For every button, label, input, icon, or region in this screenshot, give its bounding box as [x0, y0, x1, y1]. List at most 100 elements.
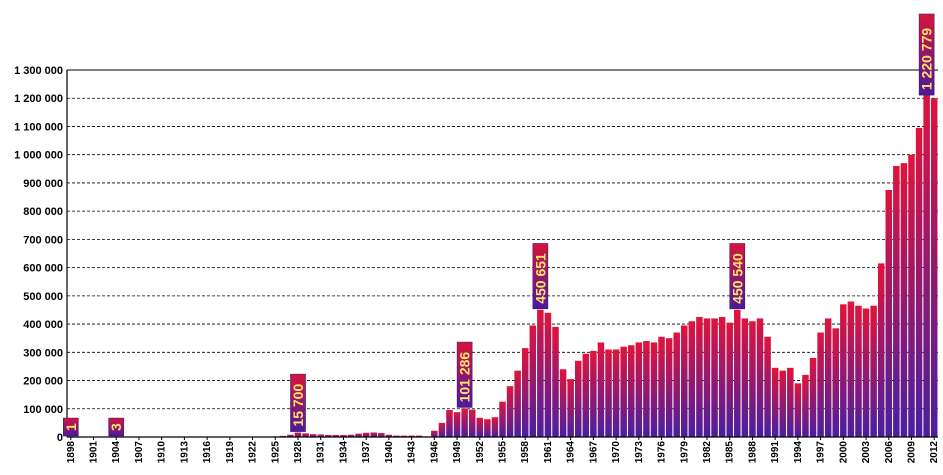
bar-1986 [734, 309, 741, 437]
bar-1941 [393, 435, 400, 437]
bar-1953 [484, 419, 491, 437]
x-tick-label: 1949 [452, 441, 463, 464]
bar-1972 [627, 345, 635, 437]
y-tick-label: 300 000 [23, 347, 63, 359]
y-tick-label: 0 [57, 432, 63, 444]
bar-1939 [378, 433, 385, 437]
x-tick-label: 1988 [747, 441, 758, 464]
callout-label: 15 700 [290, 384, 306, 427]
callout-box [108, 417, 125, 437]
bar-1984 [718, 317, 726, 437]
bar-1962 [552, 326, 559, 437]
bar-1977 [665, 338, 673, 437]
bar-1958 [521, 348, 529, 437]
bar-1985 [726, 322, 733, 437]
bar-1938 [370, 432, 378, 437]
callout-1898: 1 [62, 417, 79, 437]
x-axis-ticks: 1898 1901 1904 1907 1910 1913 1916 1919 1922 1925… [66, 437, 940, 463]
y-tick-label: 500 000 [23, 291, 63, 303]
x-tick-label: 2003 [861, 441, 872, 464]
x-tick-label: 1940 [384, 441, 395, 464]
y-axis-ticks: 0 100 000 200 000 300 000 400 000 500 000 600 … [14, 65, 63, 444]
bar-2011 [923, 92, 930, 438]
x-tick-label: 1994 [793, 441, 804, 464]
x-tick-label: 1970 [611, 441, 622, 464]
bar-1981 [696, 317, 703, 437]
bar-1995 [802, 374, 809, 437]
callout-label: 101 286 [457, 352, 473, 403]
bar-1961 [544, 312, 552, 437]
bar-1948 [446, 409, 453, 437]
x-tick-label: 1904 [111, 441, 122, 464]
callout-label: 3 [108, 423, 124, 431]
y-tick-label: 600 000 [23, 263, 63, 275]
bar-2004 [870, 305, 877, 437]
bar-1947 [438, 422, 446, 437]
bar-1992 [779, 370, 786, 437]
x-tick-label: 1925 [270, 441, 281, 464]
x-tick-label: 1943 [407, 441, 418, 464]
bar-1998 [824, 318, 832, 437]
callouts: 1 3 15 700 101 286 450 651 450 540 1 220 779 [62, 13, 935, 437]
bar-1942 [400, 435, 408, 437]
x-tick-label: 1898 [66, 441, 77, 464]
bar-1978 [673, 332, 680, 437]
bar-1957 [514, 370, 521, 437]
callout-box [62, 417, 79, 437]
x-tick-label: 1922 [248, 441, 259, 464]
x-tick-label: 1919 [225, 441, 236, 464]
bar-1949 [453, 412, 461, 437]
bar-1935 [347, 434, 355, 437]
bar-1968 [597, 342, 605, 437]
bar-1966 [582, 353, 590, 437]
y-tick-label: 900 000 [23, 178, 63, 190]
callout-box [456, 341, 473, 408]
bar-1996 [809, 357, 817, 437]
bar-2000 [840, 304, 847, 437]
bar-1969 [605, 349, 612, 437]
x-tick-label: 1928 [293, 441, 304, 464]
bar-1934 [340, 435, 347, 437]
bar-1993 [787, 367, 794, 437]
x-tick-label: 1991 [770, 441, 781, 464]
bar-1952 [476, 417, 484, 437]
bar-1987 [741, 318, 749, 437]
bar-2001 [847, 301, 855, 437]
x-tick-label: 1985 [725, 441, 736, 464]
callout-1960: 450 651 [532, 243, 549, 310]
y-tick-label: 1 100 000 [14, 121, 63, 133]
bar-1928 [294, 432, 302, 437]
callout-1904: 3 [108, 417, 125, 437]
x-tick-label: 1907 [134, 441, 145, 464]
y-tick-label: 1 200 000 [14, 93, 63, 105]
bar-1989 [756, 318, 764, 437]
bar-1991 [771, 367, 779, 437]
x-tick-label: 1913 [179, 441, 190, 464]
x-tick-label: 1931 [316, 441, 327, 464]
bar-1997 [817, 332, 824, 437]
x-tick-label: 1967 [588, 441, 599, 464]
x-tick-label: 1976 [657, 441, 668, 464]
grid-lines [67, 69, 938, 410]
bar-1974 [643, 341, 650, 437]
y-tick-label: 1 300 000 [14, 65, 63, 77]
callout-1950: 101 286 [456, 341, 473, 408]
x-tick-label: 1958 [520, 441, 531, 464]
bar-1944 [415, 435, 423, 437]
bar-1936 [355, 433, 362, 437]
y-tick-label: 700 000 [23, 234, 63, 246]
bar-1980 [688, 321, 696, 437]
bar-2009 [908, 154, 915, 437]
bar-1931 [317, 434, 324, 437]
x-tick-label: 1952 [475, 441, 486, 464]
x-tick-label: 1916 [202, 441, 213, 464]
x-tick-label: 2012 [929, 441, 940, 464]
callout-label: 1 220 779 [919, 28, 935, 90]
callout-box [532, 243, 549, 310]
callout-label: 450 651 [532, 253, 548, 304]
bar-2007 [893, 165, 900, 437]
bar-2006 [885, 189, 893, 437]
x-tick-label: 2000 [838, 441, 849, 464]
y-tick-label: 1 000 000 [14, 150, 63, 162]
